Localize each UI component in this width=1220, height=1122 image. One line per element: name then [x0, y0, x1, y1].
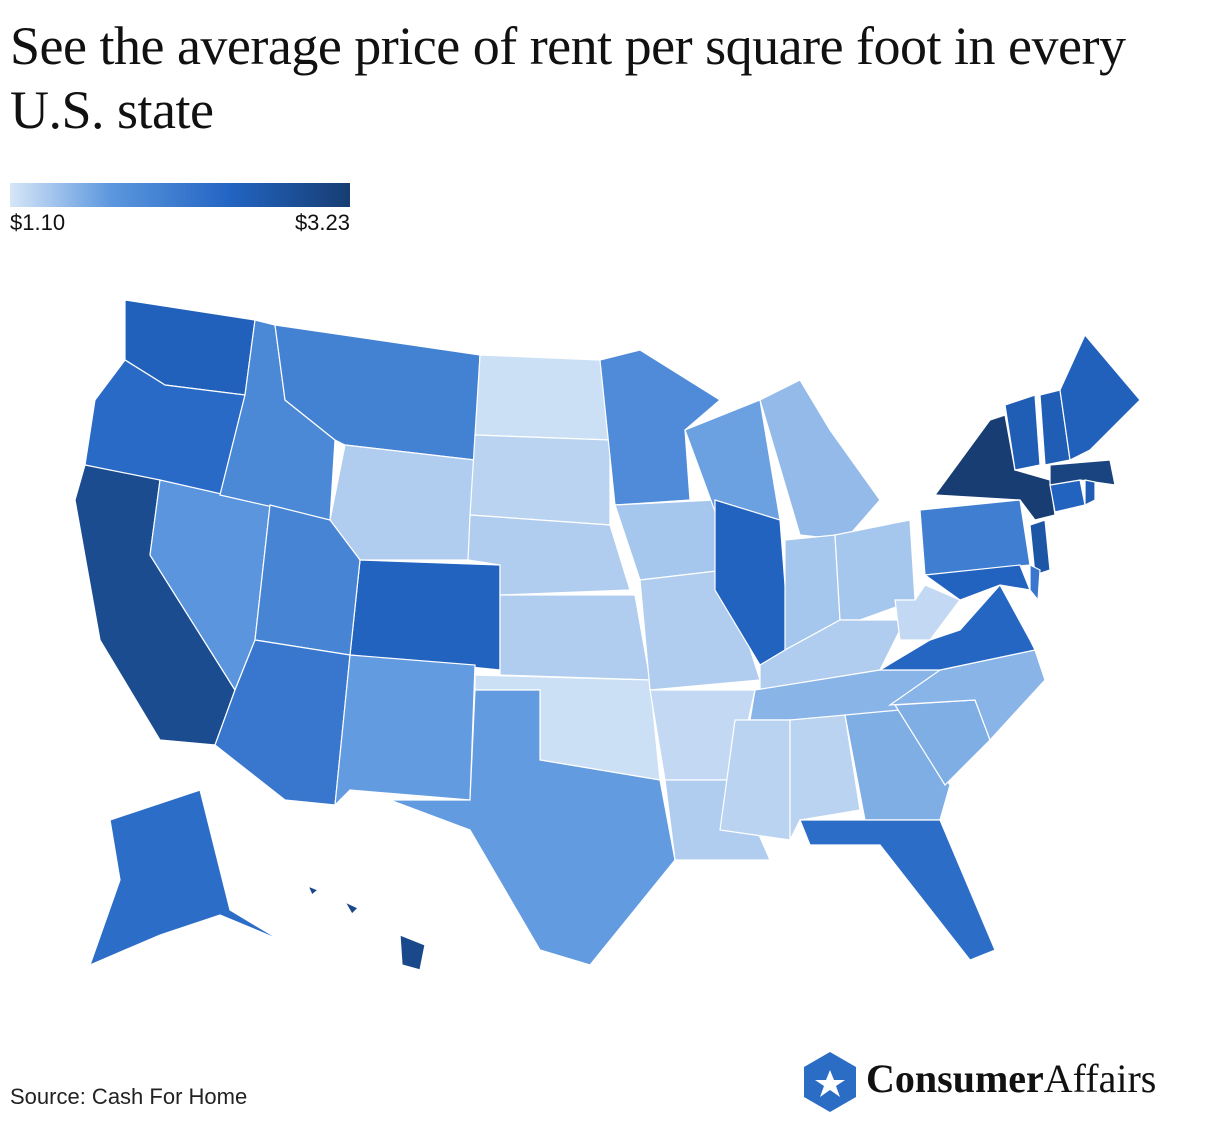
state: [1029, 519, 1051, 576]
legend-max-label: $3.23: [295, 210, 350, 235]
brand-bold: Consumer: [866, 1056, 1044, 1101]
state: [614, 499, 726, 581]
state: [1084, 479, 1096, 506]
state: [923, 564, 1031, 601]
state: [759, 379, 881, 541]
states: [74, 299, 1141, 971]
state: [1049, 479, 1086, 513]
state: [334, 654, 476, 807]
state: [349, 559, 501, 671]
state: [389, 689, 676, 966]
state: [469, 434, 611, 526]
state: [254, 504, 361, 656]
state: [877, 583, 1036, 671]
brand-regular: Affairs: [1044, 1056, 1157, 1101]
logo-star: [815, 1070, 845, 1097]
source: Source: Cash For Home: [10, 1084, 247, 1109]
logo: ConsumerAffairs: [804, 1052, 1156, 1112]
legend-gradient: [10, 183, 350, 207]
state: [834, 519, 916, 621]
state: [329, 444, 476, 561]
state: [88, 789, 281, 967]
state: [1029, 564, 1041, 602]
state: [1004, 394, 1041, 471]
legend-min-label: $1.10: [10, 210, 65, 235]
logo-text: ConsumerAffairs: [866, 1056, 1156, 1101]
state: [499, 594, 651, 681]
state: [306, 884, 426, 971]
state: [1049, 459, 1116, 486]
chart-title: See the average price of rent per square…: [10, 16, 1126, 140]
state: [844, 709, 951, 821]
state: [919, 499, 1031, 576]
state: [1059, 333, 1141, 461]
state: [789, 714, 861, 841]
state: [799, 819, 996, 961]
state: [474, 354, 611, 441]
